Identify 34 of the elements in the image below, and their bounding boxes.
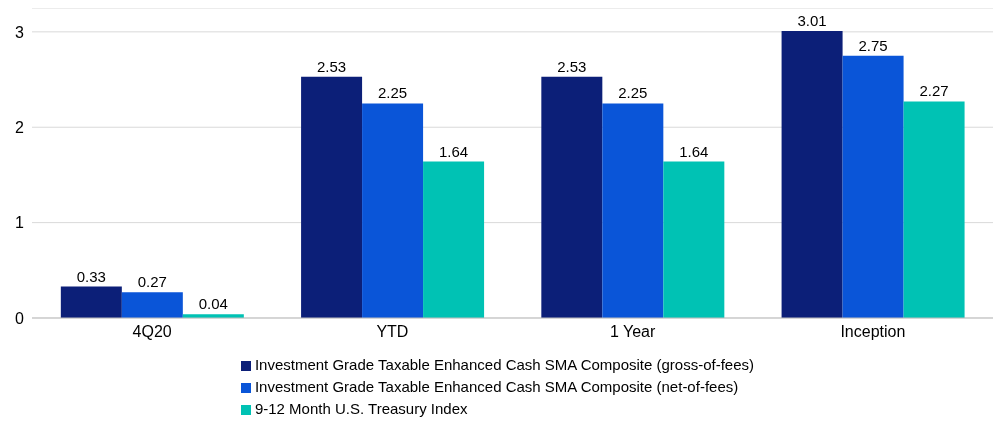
- bar: [781, 30, 843, 318]
- bar: [423, 161, 485, 318]
- data-label: 0.04: [198, 295, 228, 313]
- y-tick-label: 3: [15, 23, 25, 41]
- data-label: 2.53: [316, 57, 347, 75]
- data-label: 2.27: [919, 82, 949, 100]
- bar: [121, 292, 183, 318]
- x-tick-label: Inception: [840, 323, 906, 341]
- bar: [60, 286, 122, 318]
- data-label: 1.64: [679, 142, 709, 160]
- bar: [301, 76, 363, 318]
- data-label: 2.53: [557, 57, 587, 75]
- y-tick-label: 0: [15, 309, 25, 327]
- data-label: 2.25: [377, 84, 408, 102]
- y-tick-label: 2: [15, 118, 25, 136]
- bar: [903, 101, 965, 318]
- x-tick-label: 1 Year: [609, 323, 656, 341]
- bar: [602, 103, 664, 318]
- data-label: 1.64: [438, 142, 469, 160]
- bar: [541, 76, 603, 318]
- x-tick-label: 4Q20: [132, 323, 172, 341]
- legend-label: 9-12 Month U.S. Treasury Index: [254, 400, 468, 417]
- data-label: 2.75: [858, 36, 888, 54]
- legend-label: Investment Grade Taxable Enhanced Cash SMA Composite (net-of-fees): [254, 378, 739, 395]
- y-tick-label: 1: [15, 214, 25, 232]
- legend-label: Investment Grade Taxable Enhanced Cash SMA Composite (gross-of-fees): [254, 356, 755, 373]
- bar: [842, 55, 904, 318]
- bar: [663, 161, 725, 318]
- data-label: 2.25: [618, 84, 648, 102]
- data-label: 0.33: [76, 267, 106, 285]
- x-tick-label: YTD: [376, 323, 409, 341]
- bar: [362, 103, 424, 318]
- data-label: 0.27: [137, 273, 167, 291]
- data-label: 3.01: [797, 11, 827, 29]
